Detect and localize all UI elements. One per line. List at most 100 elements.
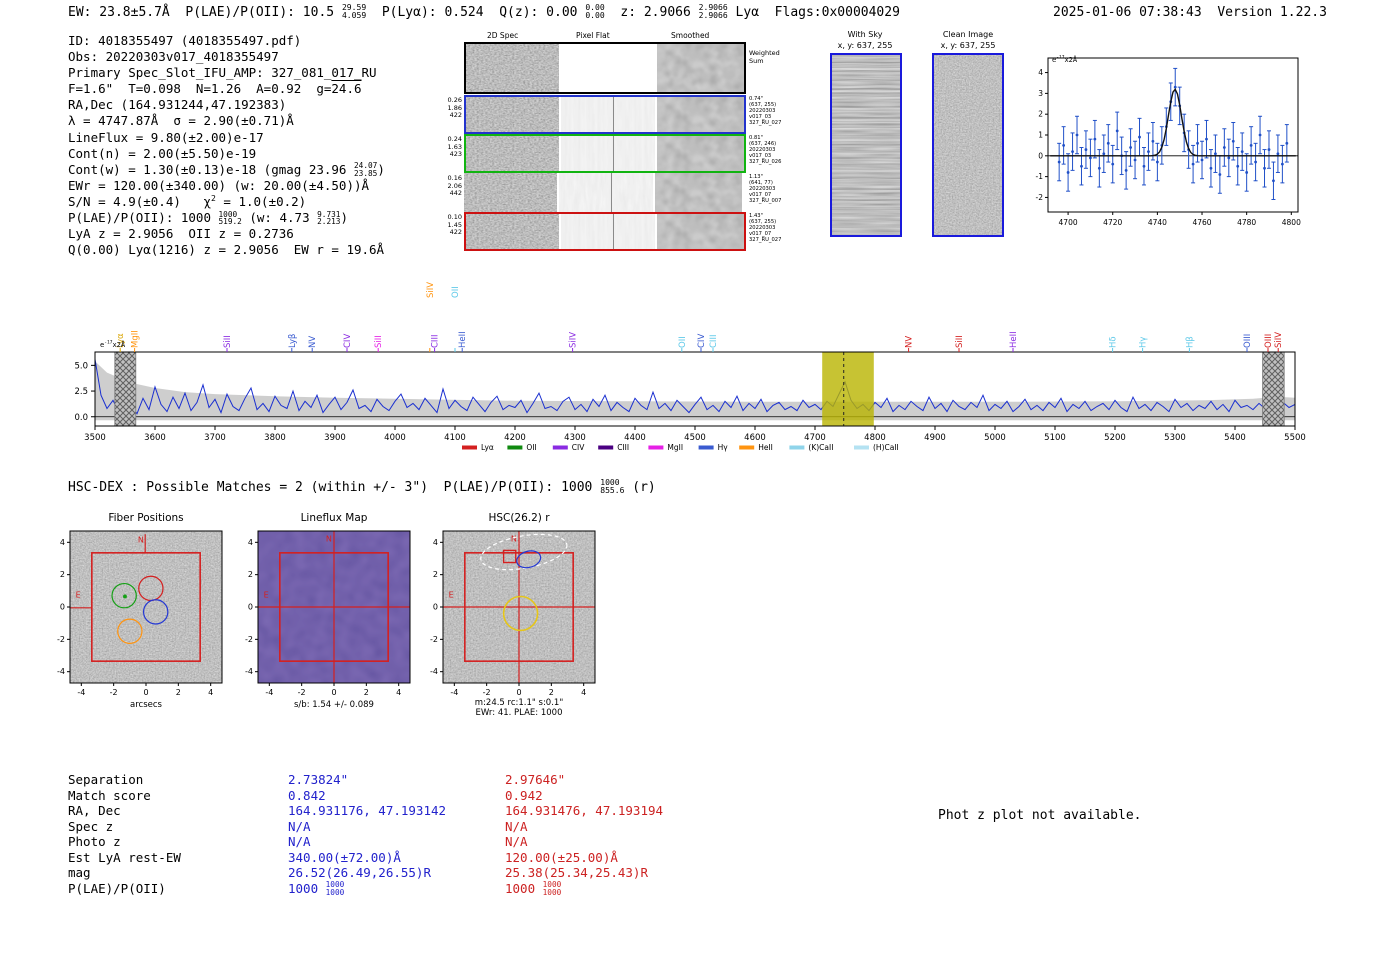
overlay-text: N	[511, 535, 517, 544]
data-point	[1080, 164, 1083, 168]
info-line: Primary Spec_Slot_IFU_AMP: 327_081_017_R…	[68, 65, 377, 81]
data-point	[1218, 173, 1222, 176]
spec2d-row-annotation: 1.43" (637, 255) 20220303 v017_07 327_RU_027	[749, 213, 782, 244]
x-tick-label: 2	[176, 688, 181, 697]
x-tick-label: -4	[265, 688, 273, 697]
x-tick-label: 5500	[1284, 433, 1306, 443]
spectrum-line	[94, 359, 1296, 415]
cutout-title: HSC(26.2) r	[488, 512, 550, 524]
x-tick-label: 3500	[84, 433, 106, 443]
x-tick-label: 4100	[444, 433, 466, 443]
emission-line-label: OIII	[1264, 334, 1274, 348]
col-header-2d-spec: 2D Spec	[487, 31, 519, 40]
data-point	[1227, 156, 1231, 160]
data-point	[1057, 160, 1061, 164]
spec2d-row	[464, 173, 746, 212]
clean-image	[932, 53, 1004, 237]
y-tick-label: 4	[248, 538, 253, 547]
svg-text:MgII: MgII	[131, 330, 141, 348]
overlay-text: E	[449, 590, 454, 599]
match-table-value: 164.931176, 47.193142	[288, 803, 447, 818]
data-point	[1093, 137, 1097, 141]
info-line: F=1.6" T=0.098 N=1.26 A=0.92 g=24.6	[68, 81, 362, 97]
y-tick-label: 0.0	[74, 413, 88, 423]
spec2d-pixelflat-image	[559, 136, 655, 171]
data-point	[1102, 152, 1106, 156]
emission-line-label: CIV	[697, 334, 707, 348]
data-point	[1142, 164, 1146, 168]
data-point	[1106, 141, 1110, 145]
cutout-title: Lineflux Map	[301, 512, 368, 524]
emission-line-label: SiII	[223, 335, 233, 348]
emission-line-label: SiIV	[426, 282, 436, 298]
svg-text:OII: OII	[678, 336, 688, 348]
x-tick-label: 5100	[1044, 433, 1066, 443]
x-tick-label: -4	[77, 688, 85, 697]
stacked-fraction: 9.731 2.213	[317, 209, 341, 227]
info-line: λ = 4747.87Å σ = 2.90(±0.71)Å	[68, 113, 294, 129]
data-point	[1231, 139, 1235, 143]
x-tick-label: 4740	[1148, 218, 1167, 227]
info-line: RA,Dec (164.931244,47.192383)	[68, 97, 287, 113]
x-tick-label: 4720	[1103, 218, 1122, 227]
clean-image-header: Clean Image x, y: 637, 255	[928, 30, 1008, 51]
svg-text:Hδ: Hδ	[1109, 336, 1119, 348]
match-table-value: 340.00(±72.00)Å	[288, 849, 401, 865]
legend-label: OII	[526, 443, 536, 452]
zoom-units-annotation: e-17x2Å	[1052, 55, 1078, 64]
svg-text:Hγ: Hγ	[1139, 337, 1149, 348]
x-tick-label: 4	[208, 688, 213, 697]
emission-line-label: Lyβ	[288, 334, 298, 348]
legend-swatch	[789, 445, 805, 450]
svg-text:HeII: HeII	[458, 331, 468, 348]
data-point	[1115, 129, 1119, 133]
y-tick-label: -4	[245, 667, 253, 676]
legend-swatch	[507, 445, 523, 450]
x-tick-label: 4200	[504, 433, 526, 443]
legend-swatch	[698, 445, 714, 450]
svg-text:Hβ: Hβ	[1185, 336, 1195, 348]
match-table-label: P(LAE)/P(OII)	[68, 880, 166, 896]
data-point	[1240, 150, 1244, 154]
legend-label: Hγ	[718, 443, 729, 452]
legend-swatch	[462, 445, 477, 450]
x-tick-label: 0	[143, 688, 148, 697]
spec2d-2dspec-image	[466, 214, 559, 249]
y-tick-label: -2	[245, 635, 253, 644]
spec2d-row	[464, 212, 746, 251]
y-tick-label: 0	[248, 603, 253, 612]
y-tick-label: -1	[1036, 172, 1044, 181]
svg-text:OIII: OIII	[1243, 334, 1253, 348]
legend-label: (K)CaII	[808, 443, 833, 452]
x-tick-label: 4800	[1282, 218, 1301, 227]
data-point	[1263, 166, 1266, 170]
info-line: EWr = 120.00(±340.00) (w: 20.00(±4.50))Å	[68, 177, 370, 193]
data-point	[1062, 144, 1066, 147]
x-tick-label: 4	[581, 688, 586, 697]
x-tick-label: 3600	[144, 433, 166, 443]
svg-text:SiIV: SiIV	[1274, 332, 1284, 348]
y-tick-label: -4	[57, 667, 65, 676]
emission-line-label: CIV	[343, 334, 353, 348]
data-point	[1147, 150, 1150, 154]
stacked-fraction: 1000 1000	[542, 879, 562, 897]
x-tick-label: 4	[396, 688, 401, 697]
match-table-label: Spec z	[68, 818, 114, 834]
match-table-value: 25.38(25.34,25.43)R	[505, 865, 648, 880]
x-tick-label: 2	[549, 688, 554, 697]
cutout-xlabel: arcsecs	[130, 700, 163, 710]
legend-label: Lyα	[481, 443, 494, 452]
svg-text:Lyα: Lyα	[116, 333, 126, 348]
legend-label: (H)CaII	[873, 443, 899, 452]
match-table-col2: 2.97646" 0.942 164.931476, 47.193194 N/A N/A…	[505, 772, 663, 897]
with-sky-title: With Sky	[847, 30, 883, 39]
match-table-label: Photo z	[68, 834, 121, 849]
x-tick-label: 3800	[264, 433, 286, 443]
match-table-label: Est LyA rest-EW	[68, 849, 181, 865]
match-table-value: 26.52(26.49,26.55)R	[288, 865, 431, 880]
info-line: LyA z = 2.9056 OII z = 0.2736	[68, 226, 294, 242]
match-table-label: Separation	[68, 772, 144, 787]
y-tick-label: -2	[430, 635, 438, 644]
overlay-text: E	[76, 590, 81, 599]
legend-swatch	[598, 445, 614, 450]
